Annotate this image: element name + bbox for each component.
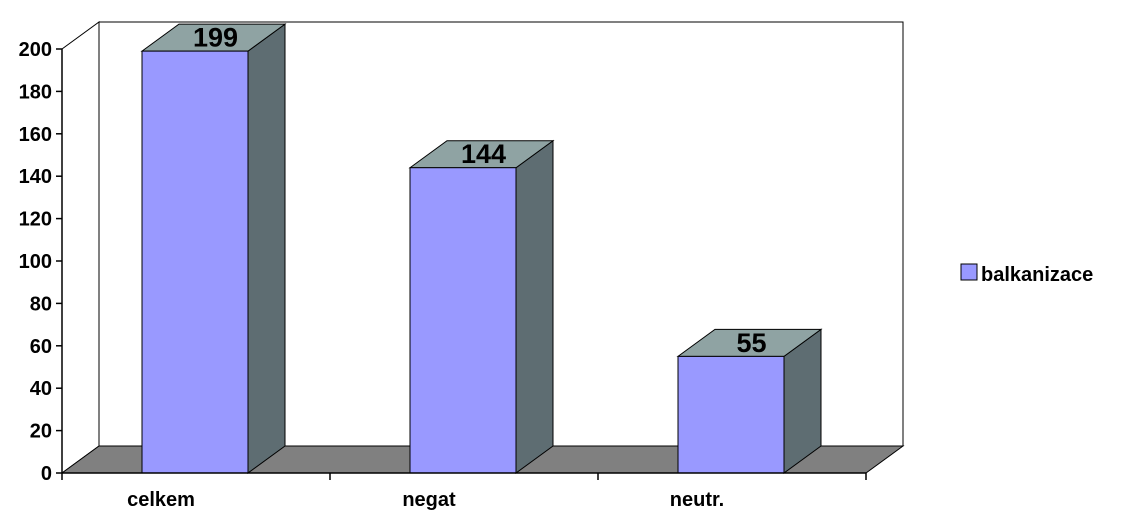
x-tick-label: neutr. (670, 489, 724, 511)
bar-side (515, 139, 554, 474)
bar-group: 144 (408, 139, 555, 474)
x-tick-label: celkem (127, 489, 195, 511)
y-tick-label: 120 (19, 209, 52, 231)
bar (677, 355, 785, 474)
side-wall (61, 21, 100, 474)
y-tick-label: 100 (19, 251, 52, 273)
y-tick-label: 180 (19, 81, 52, 103)
data-label: 55 (736, 328, 766, 358)
y-axis: 0 20 40 60 80 100 120 140 160 180 200 (19, 39, 63, 485)
bar (141, 50, 249, 474)
legend-swatch (960, 263, 978, 281)
bar-series: 199 144 55 (140, 23, 823, 474)
y-tick-label: 60 (30, 336, 52, 358)
data-label: 144 (461, 139, 506, 169)
legend-label: balkanizace (981, 264, 1093, 286)
y-tick-label: 20 (30, 421, 52, 443)
x-axis: celkem negat neutr. (61, 472, 867, 511)
bar-group: 199 (140, 23, 287, 474)
legend: balkanizace (960, 263, 1093, 286)
bar-group: 55 (676, 328, 823, 474)
y-tick-label: 140 (19, 166, 52, 188)
y-tick-label: 200 (19, 39, 52, 61)
y-tick-label: 80 (30, 293, 52, 315)
y-tick-label: 40 (30, 378, 52, 400)
y-tick-label: 160 (19, 124, 52, 146)
bar (409, 167, 517, 474)
bar-side (247, 23, 286, 474)
y-tick-label: 0 (41, 463, 52, 485)
x-tick-label: negat (402, 489, 456, 511)
data-label: 199 (193, 23, 238, 53)
